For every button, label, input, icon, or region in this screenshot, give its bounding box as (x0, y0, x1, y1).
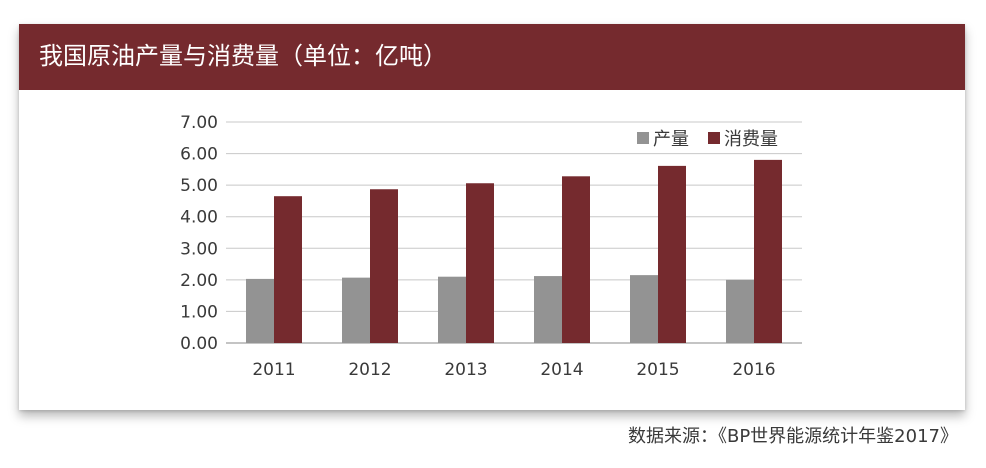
legend-swatch (637, 132, 649, 144)
bar-production-2012 (342, 277, 370, 343)
bar-production-2015 (630, 275, 658, 343)
bar-consumption-2013 (466, 183, 494, 343)
gridlines (226, 121, 802, 344)
bar-production-2014 (534, 276, 562, 343)
bar-consumption-2011 (274, 196, 302, 343)
x-tick-label: 2013 (444, 360, 487, 380)
y-tick-label: 1.00 (180, 302, 218, 322)
x-tick-label: 2016 (732, 360, 775, 380)
bar-production-2013 (438, 276, 466, 343)
legend-label: 消费量 (724, 129, 778, 150)
x-tick-label: 2015 (636, 360, 679, 380)
bar-consumption-2016 (754, 159, 782, 343)
bar-production-2016 (726, 279, 754, 343)
y-tick-label: 2.00 (180, 271, 218, 291)
y-tick-label: 4.00 (180, 208, 218, 228)
legend: 产量 消费量 (637, 129, 778, 150)
bar-consumption-2014 (562, 176, 590, 343)
x-tick-label: 2011 (252, 360, 295, 380)
bar-consumption-2012 (370, 189, 398, 343)
y-tick-label: 6.00 (180, 145, 218, 165)
chart-header: 我国原油产量与消费量（单位：亿吨） (19, 24, 965, 90)
bar-consumption-2015 (658, 165, 686, 343)
bars (246, 159, 782, 343)
y-tick-label: 7.00 (180, 113, 218, 133)
x-axis-ticks: 2011 2012 2013 2014 2015 2016 (252, 360, 775, 380)
legend-swatch (708, 132, 720, 144)
bar-production-2011 (246, 278, 274, 343)
chart-card: 我国原油产量与消费量（单位：亿吨） (19, 24, 965, 410)
y-tick-label: 3.00 (180, 239, 218, 259)
y-tick-label: 0.00 (180, 334, 218, 354)
legend-label: 产量 (653, 129, 689, 150)
y-axis-ticks: 0.00 1.00 2.00 3.00 4.00 5.00 6.00 7.00 (180, 113, 218, 354)
x-tick-label: 2014 (540, 360, 583, 380)
source-note: 数据来源：《BP世界能源统计年鉴2017》 (627, 426, 958, 447)
y-tick-label: 5.00 (180, 176, 218, 196)
chart-title: 我国原油产量与消费量（单位：亿吨） (39, 42, 447, 70)
x-tick-label: 2012 (348, 360, 391, 380)
